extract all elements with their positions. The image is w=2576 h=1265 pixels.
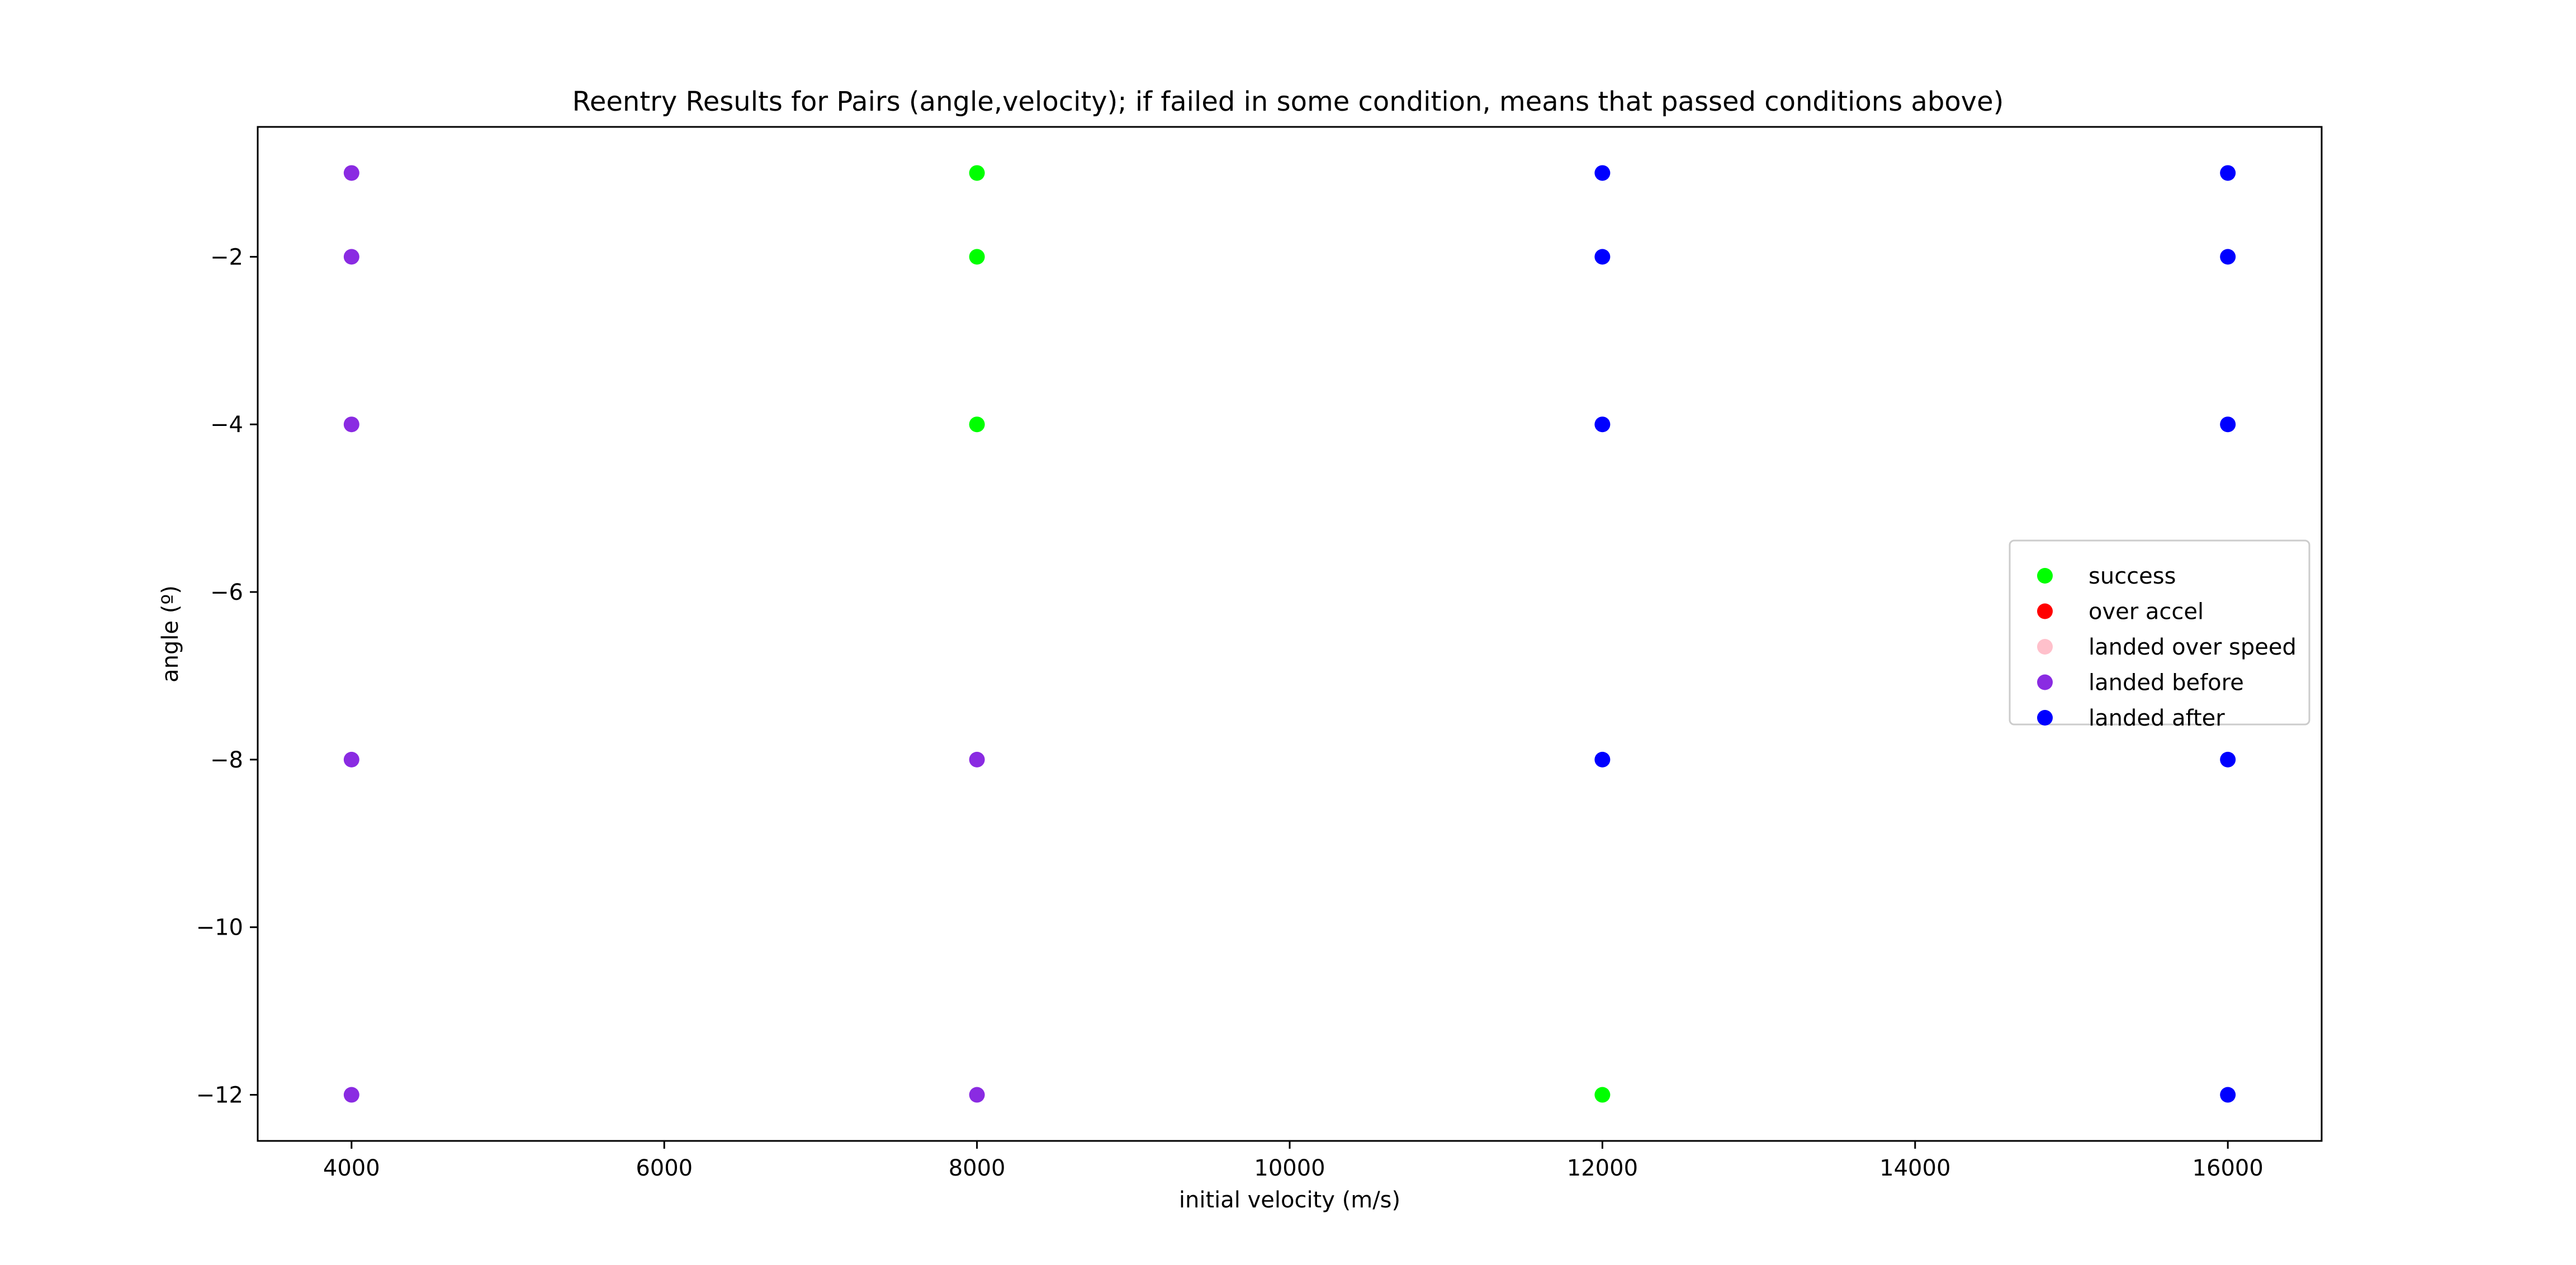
chart-title: Reentry Results for Pairs (angle,velocit… (572, 86, 2004, 117)
legend-entries: success over accel landed over speed landed… (2037, 563, 2296, 731)
data-point (1594, 165, 1611, 181)
data-point (1594, 751, 1611, 767)
x-tick-label: 10000 (1254, 1155, 1325, 1181)
data-point (343, 751, 359, 767)
data-point (2220, 751, 2236, 767)
data-point (1594, 416, 1611, 433)
y-axis-ticks: −2 −4 −6 −8 −10 −12 (196, 244, 258, 1108)
y-tick-label: −12 (196, 1083, 243, 1108)
data-point (969, 751, 985, 767)
legend-marker (2037, 710, 2053, 726)
x-axis-label: initial velocity (m/s) (1179, 1187, 1400, 1213)
legend-label: success (2089, 563, 2176, 589)
legend-label: landed after (2089, 705, 2225, 731)
y-tick-label: −2 (210, 244, 243, 270)
data-point (1594, 1087, 1611, 1103)
legend-label: over accel (2089, 599, 2204, 625)
x-tick-label: 16000 (2193, 1155, 2264, 1181)
y-tick-label: −10 (196, 915, 243, 941)
data-point (969, 416, 985, 433)
data-point (969, 165, 985, 181)
data-point (343, 1087, 359, 1103)
legend-frame (2009, 539, 2310, 726)
data-point (2220, 416, 2236, 433)
data-point (2220, 249, 2236, 265)
data-point (2220, 165, 2236, 181)
x-tick-label: 12000 (1567, 1155, 1638, 1181)
x-tick-label: 14000 (1879, 1155, 1950, 1181)
data-point (343, 249, 359, 265)
data-point (1594, 249, 1611, 265)
y-axis-label: angle (º) (158, 585, 183, 683)
y-tick-label: −6 (210, 580, 243, 605)
legend-marker (2037, 603, 2053, 619)
data-point (343, 416, 359, 433)
legend-marker (2037, 639, 2053, 655)
legend-marker (2037, 674, 2053, 690)
y-tick-label: −8 (210, 747, 243, 773)
data-point (2220, 1087, 2236, 1103)
legend-label: landed before (2089, 670, 2244, 696)
x-axis-ticks: 4000 6000 8000 10000 12000 14000 16000 (323, 1141, 2264, 1181)
data-point (969, 1087, 985, 1103)
legend: success over accel landed over speed landed… (2009, 539, 2310, 731)
y-tick-label: −4 (210, 412, 243, 438)
legend-marker (2037, 568, 2053, 584)
x-tick-label: 4000 (323, 1155, 380, 1181)
data-point (343, 165, 359, 181)
x-tick-label: 8000 (949, 1155, 1006, 1181)
legend-label: landed over speed (2089, 634, 2296, 660)
data-point (969, 249, 985, 265)
x-tick-label: 6000 (636, 1155, 693, 1181)
data-points (343, 165, 2236, 1103)
